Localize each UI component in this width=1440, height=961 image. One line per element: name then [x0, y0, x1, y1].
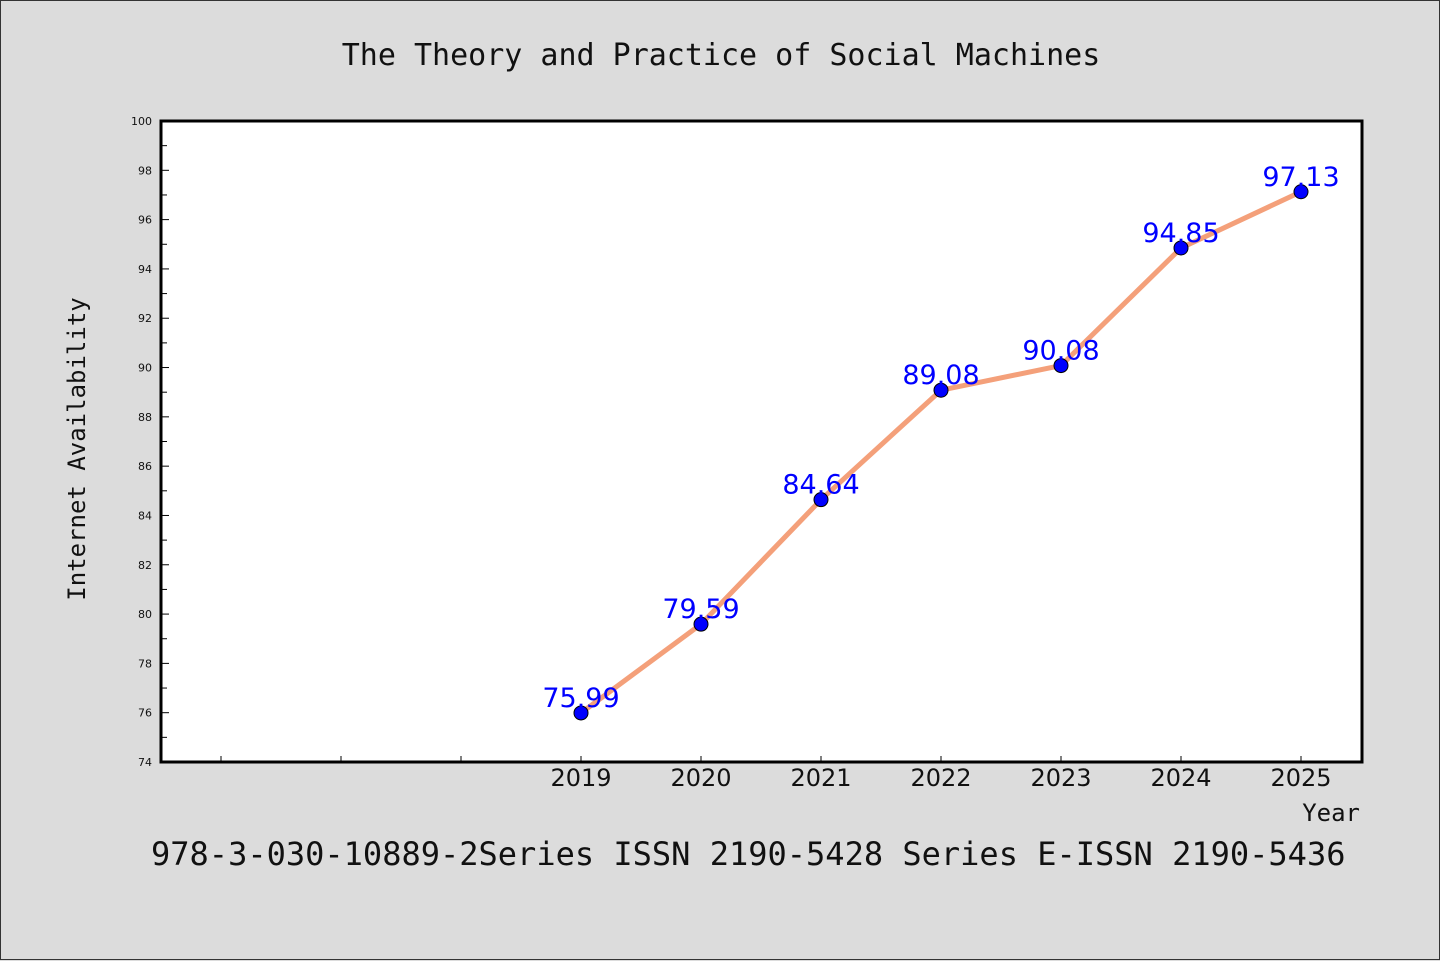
data-label: 89.08	[902, 360, 979, 391]
y-tick-label: 84	[138, 509, 152, 522]
y-axis-label: Internet Availability	[63, 297, 91, 600]
y-tick-label: 76	[138, 707, 152, 720]
y-tick-label: 92	[138, 312, 152, 325]
data-label: 79.59	[662, 594, 739, 625]
data-label: 90.08	[1022, 336, 1099, 367]
x-axis-label: Year	[1302, 799, 1360, 827]
x-tick-label: 2025	[1270, 764, 1331, 792]
x-tick-label: 2022	[910, 764, 971, 792]
x-axis-ticks: 2019 2020 2021 2022 2023 2024 2025	[220, 756, 1332, 792]
x-tick-label: 2021	[790, 764, 851, 792]
y-tick-label: 74	[138, 756, 152, 769]
data-label: 97.13	[1262, 162, 1339, 193]
data-point	[933, 382, 949, 398]
y-tick-label: 82	[138, 559, 152, 572]
y-tick-label: 78	[138, 657, 152, 670]
data-point	[1293, 184, 1309, 200]
chart-title: The Theory and Practice of Social Machin…	[342, 38, 1101, 73]
x-tick-label: 2024	[1150, 764, 1211, 792]
y-tick-label: 94	[138, 263, 152, 276]
plot-area	[159, 119, 1364, 764]
y-tick-label: 96	[138, 214, 152, 227]
data-point	[573, 705, 589, 721]
y-tick-label: 86	[138, 460, 152, 473]
data-label: 84.64	[782, 470, 859, 501]
footer-text: 978-3-030-10889-2Series ISSN 2190-5428 S…	[151, 835, 1345, 873]
data-point	[813, 492, 829, 508]
x-tick-label: 2019	[550, 764, 611, 792]
data-point	[1173, 240, 1189, 256]
y-tick-label: 90	[138, 362, 152, 375]
data-label: 75.99	[542, 683, 619, 714]
y-tick-label: 80	[138, 608, 152, 621]
series-line-group: 75.99 79.59 84.64 89.08 90.08 94.85 97.13	[542, 162, 1340, 721]
y-axis-ticks: 100 98 96 94 92 90 88 86 84 82 80 78 76 74	[131, 115, 169, 769]
x-tick-label: 2020	[670, 764, 731, 792]
data-label: 94.85	[1142, 218, 1219, 249]
x-tick-label: 2023	[1030, 764, 1091, 792]
y-tick-label: 88	[138, 411, 152, 424]
y-tick-label: 98	[138, 164, 152, 177]
data-point	[693, 616, 709, 632]
y-tick-label: 100	[131, 115, 152, 128]
data-point	[1053, 358, 1069, 374]
